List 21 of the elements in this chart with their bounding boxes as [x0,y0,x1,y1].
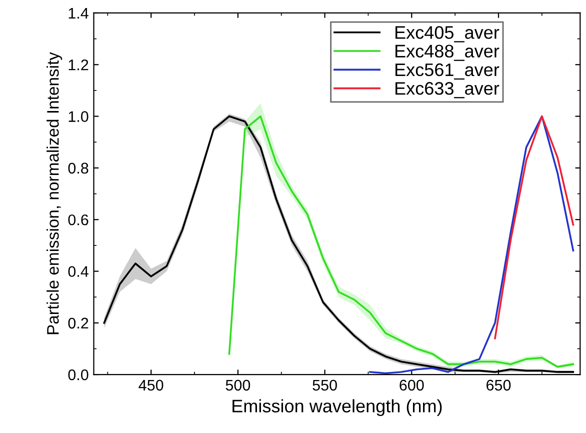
y-tick-label: 1.2 [68,60,88,70]
legend-label: Exc633_aver [396,82,500,98]
x-tick-label: 650 [486,380,511,391]
y-tick-label: 0.6 [68,214,88,226]
y-tick-label: 1.4 [68,8,88,19]
y-tick-label: 1.0 [68,111,88,122]
x-axis-title: Emission wavelength (nm) [232,399,442,416]
y-tick-label: 0.0 [68,369,88,380]
y-tick-label: 0.4 [68,266,88,277]
x-tick-label: 450 [138,380,164,391]
x-tick-label: 600 [400,380,424,391]
x-tick-label: 500 [226,380,250,391]
line-series [494,115,574,340]
line-series [369,115,574,374]
legend-label: Exc488_aver [396,44,500,61]
y-tick-label: 0.2 [68,318,88,329]
x-tick-label: 550 [312,380,337,391]
legend-label: Exc561_aver [396,63,500,80]
y-axis-title: Particle emission, normalized Intensity [46,52,62,334]
y-tick-label: 0.8 [68,162,88,174]
legend-label: Exc405_aver [396,26,500,42]
